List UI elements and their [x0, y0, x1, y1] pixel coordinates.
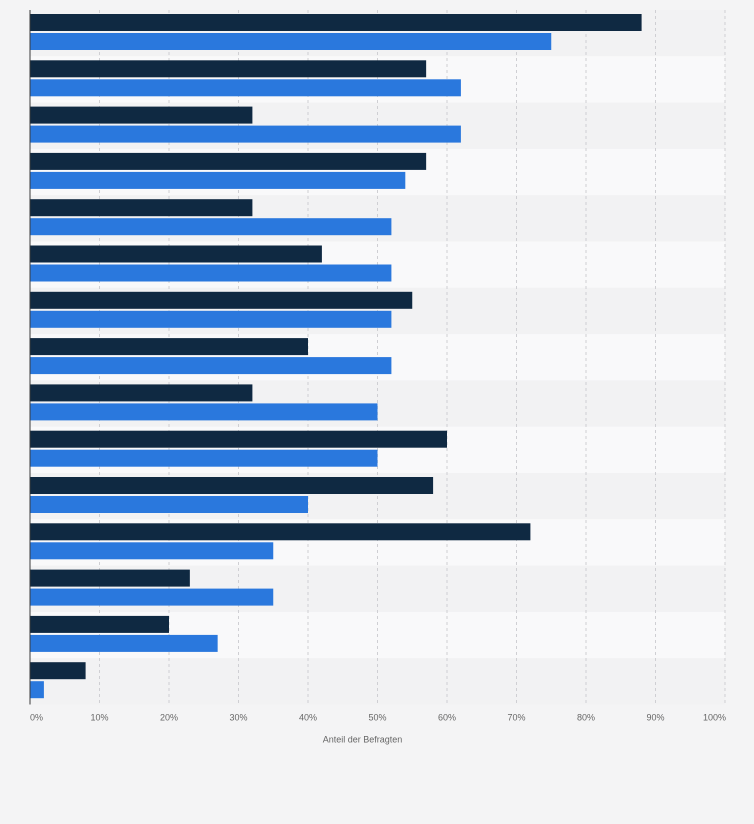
bar-series1-row3 — [30, 106, 253, 124]
bar-series2-row11 — [30, 496, 308, 513]
x-tick-labels: 0% 10% 20% 30% 40% 50% 60% 70% 80% 90% 100% — [30, 713, 726, 723]
bar-series1-row14 — [30, 615, 169, 633]
bar-series2-row2 — [30, 79, 461, 97]
x-tick-label-90pct: 90% — [646, 713, 664, 723]
bar-series2-row9 — [30, 403, 378, 421]
x-tick-label-80pct: 80% — [577, 713, 595, 723]
bars — [30, 14, 642, 699]
x-tick-label-40pct: 40% — [299, 713, 317, 723]
bar-series1-row7 — [30, 291, 413, 309]
bar-series1-row2 — [30, 60, 427, 78]
bar-series2-row13 — [30, 588, 274, 606]
bar-series1-row5 — [30, 199, 253, 217]
bar-series1-row12 — [30, 523, 531, 541]
bar-series2-row6 — [30, 264, 392, 282]
x-tick-label-10pct: 10% — [90, 713, 108, 723]
bar-series1-row9 — [30, 384, 253, 402]
x-tick-label-0pct: 0% — [30, 713, 43, 723]
bar-series2-row8 — [30, 357, 392, 375]
bar-series2-row10 — [30, 449, 378, 467]
bar-series2-row12 — [30, 542, 274, 560]
bar-series1-row8 — [30, 338, 308, 356]
bar-series1-row11 — [30, 477, 434, 494]
bar-series1-row13 — [30, 569, 190, 587]
bar-series2-row1 — [30, 33, 552, 50]
bar-series2-row7 — [30, 310, 392, 328]
bar-series2-row4 — [30, 171, 406, 189]
x-tick-label-30pct: 30% — [229, 713, 247, 723]
x-tick-label-20pct: 20% — [160, 713, 178, 723]
bar-series2-row3 — [30, 125, 461, 143]
bar-series1-row10 — [30, 430, 447, 448]
x-tick-label-60pct: 60% — [438, 713, 456, 723]
x-axis-label: Anteil der Befragten — [323, 735, 403, 745]
bar-series2-row14 — [30, 634, 218, 652]
bar-series1-row1 — [30, 14, 642, 31]
bar-series1-row6 — [30, 245, 322, 263]
bar-series2-row5 — [30, 218, 392, 236]
x-tick-label-50pct: 50% — [368, 713, 386, 723]
x-tick-label-100pct: 100% — [703, 713, 726, 723]
x-tick-label-70pct: 70% — [507, 713, 525, 723]
bar-series1-row4 — [30, 152, 427, 170]
bar-series1-row15 — [30, 662, 86, 680]
bar-series2-row15 — [30, 681, 44, 699]
